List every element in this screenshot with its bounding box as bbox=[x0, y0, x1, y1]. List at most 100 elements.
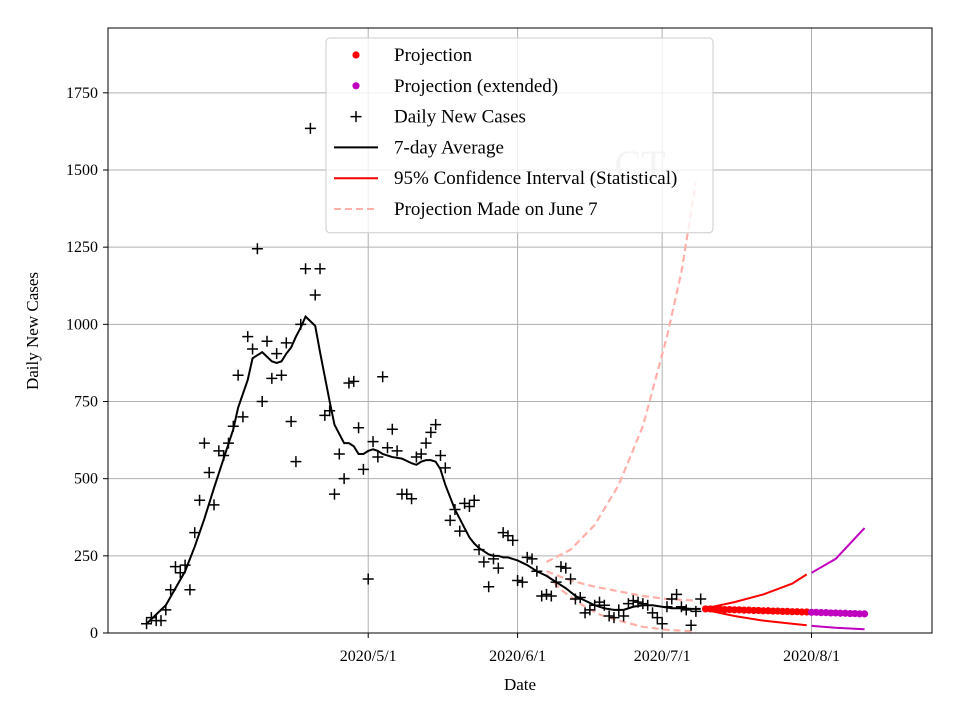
daily-case-point bbox=[256, 395, 268, 407]
legend-marker-plus bbox=[350, 111, 362, 123]
daily-case-point bbox=[632, 596, 644, 608]
daily-case-point bbox=[516, 576, 528, 588]
daily-case-point bbox=[141, 618, 153, 630]
daily-case-point bbox=[550, 576, 562, 588]
daily-case-point bbox=[290, 456, 302, 468]
daily-case-point bbox=[608, 612, 620, 624]
daily-case-point bbox=[569, 593, 581, 605]
seven-day-average bbox=[145, 314, 701, 625]
confidence-interval bbox=[705, 527, 866, 631]
y-tick-label: 1250 bbox=[66, 239, 98, 256]
daily-case-point bbox=[651, 612, 663, 624]
y-axis: 0 250 500 750 1000 1250 1500 1750 bbox=[66, 85, 108, 642]
daily-case-point bbox=[189, 527, 201, 539]
daily-case-point bbox=[439, 462, 451, 474]
daily-case-point bbox=[247, 343, 259, 355]
daily-case-point bbox=[300, 263, 312, 275]
daily-case-point bbox=[381, 442, 393, 454]
daily-case-point bbox=[324, 405, 336, 417]
ci-extended-lower-line bbox=[811, 624, 865, 631]
seven-day-average-line bbox=[145, 314, 701, 625]
daily-case-point bbox=[415, 448, 427, 460]
y-tick-label: 750 bbox=[74, 393, 98, 410]
daily-case-point bbox=[348, 375, 360, 387]
daily-case-point bbox=[541, 588, 553, 600]
daily-case-point bbox=[367, 436, 379, 448]
daily-case-point bbox=[584, 604, 596, 616]
daily-case-point bbox=[661, 601, 673, 613]
daily-case-point bbox=[362, 573, 374, 585]
daily-case-point bbox=[425, 426, 437, 438]
daily-case-point bbox=[507, 534, 519, 546]
y-axis-label: Daily New Cases bbox=[23, 272, 42, 390]
x-tick-label: 2020/6/1 bbox=[489, 648, 546, 665]
daily-case-point bbox=[227, 420, 239, 432]
ci-lower-line bbox=[705, 608, 807, 627]
daily-case-point bbox=[478, 556, 490, 568]
daily-case-point bbox=[319, 409, 331, 421]
daily-case-point bbox=[222, 437, 234, 449]
daily-case-point bbox=[218, 450, 230, 462]
daily-case-point bbox=[406, 493, 418, 505]
daily-case-point bbox=[328, 488, 340, 500]
daily-case-point bbox=[444, 514, 456, 526]
daily-case-point bbox=[555, 561, 567, 573]
y-tick-label: 1000 bbox=[66, 316, 98, 333]
legend-label: Projection Made on June 7 bbox=[394, 199, 598, 220]
daily-case-point bbox=[671, 588, 683, 600]
daily-case-point bbox=[647, 607, 659, 619]
daily-case-point bbox=[454, 525, 466, 537]
y-tick-label: 1750 bbox=[66, 85, 98, 102]
daily-case-point bbox=[198, 437, 210, 449]
x-tick-label: 2020/7/1 bbox=[634, 648, 691, 665]
daily-case-point bbox=[275, 369, 287, 381]
legend-marker-dot bbox=[352, 51, 360, 59]
daily-case-point bbox=[613, 604, 625, 616]
daily-case-point bbox=[338, 473, 350, 485]
daily-case-point bbox=[666, 593, 678, 605]
daily-case-point bbox=[483, 581, 495, 593]
daily-case-point bbox=[627, 595, 639, 607]
y-tick-label: 1500 bbox=[66, 162, 98, 179]
june7-projection-upper bbox=[545, 182, 697, 563]
daily-case-point bbox=[603, 610, 615, 622]
daily-case-point bbox=[574, 592, 586, 604]
daily-case-point bbox=[637, 598, 649, 610]
projection bbox=[701, 605, 869, 618]
daily-case-point bbox=[680, 604, 692, 616]
daily-case-point bbox=[169, 561, 181, 573]
daily-case-point bbox=[174, 567, 186, 579]
daily-case-point bbox=[642, 599, 654, 611]
daily-case-point bbox=[237, 411, 249, 423]
daily-case-point bbox=[536, 590, 548, 602]
daily-case-point bbox=[314, 263, 326, 275]
daily-case-point bbox=[179, 559, 191, 571]
legend-box bbox=[325, 37, 714, 234]
legend: Projection Projection (extended) Daily New… bbox=[325, 37, 714, 234]
x-axis-label: Date bbox=[504, 675, 536, 694]
daily-case-point bbox=[304, 122, 316, 134]
x-tick-label: 2020/5/1 bbox=[340, 648, 397, 665]
daily-case-point bbox=[463, 500, 475, 512]
x-axis: 2020/5/1 2020/6/1 2020/7/1 2020/8/1 bbox=[340, 633, 840, 665]
daily-case-point bbox=[531, 565, 543, 577]
daily-case-point bbox=[502, 530, 514, 542]
daily-case-point bbox=[598, 599, 610, 611]
legend-label: 7-day Average bbox=[394, 137, 504, 158]
daily-case-point bbox=[377, 371, 389, 383]
y-tick-label: 250 bbox=[74, 548, 98, 565]
daily-case-point bbox=[487, 553, 499, 565]
daily-case-point bbox=[309, 289, 321, 301]
daily-case-point bbox=[266, 372, 278, 384]
daily-case-point bbox=[685, 619, 697, 631]
y-tick-label: 0 bbox=[90, 625, 98, 642]
daily-case-point bbox=[449, 504, 461, 516]
daily-case-point bbox=[695, 593, 707, 605]
y-tick-label: 500 bbox=[74, 471, 98, 488]
daily-new-cases bbox=[141, 122, 707, 631]
daily-case-point bbox=[271, 348, 283, 360]
daily-case-point bbox=[208, 499, 220, 511]
daily-case-point bbox=[372, 451, 384, 463]
daily-case-point bbox=[492, 562, 504, 574]
